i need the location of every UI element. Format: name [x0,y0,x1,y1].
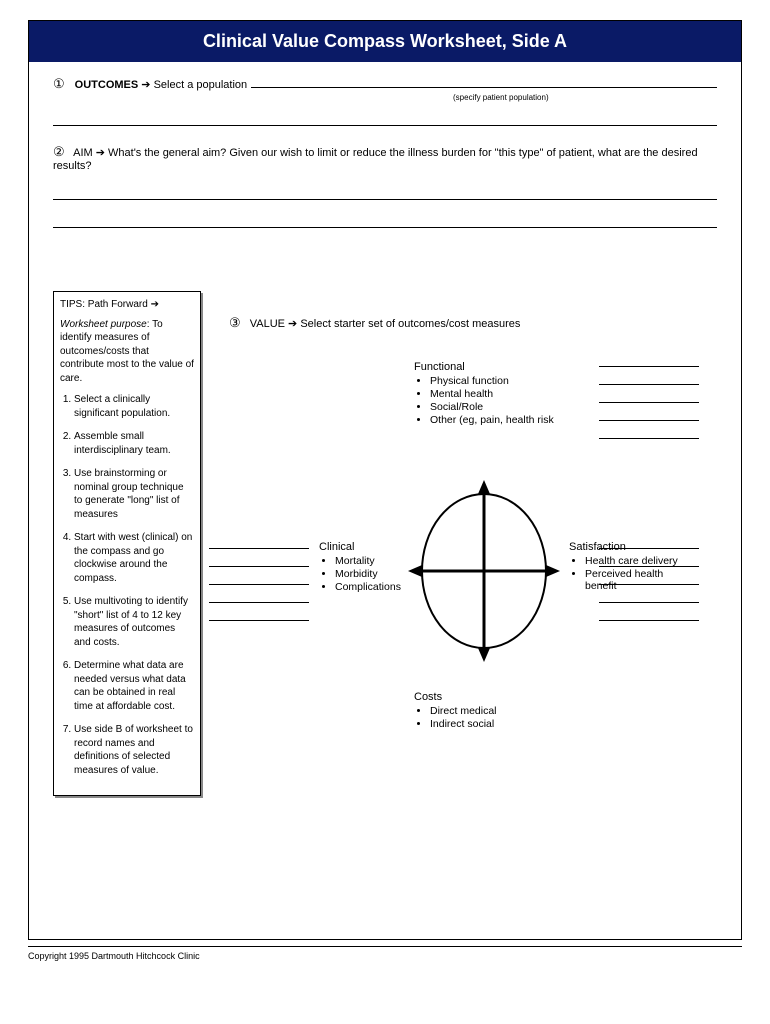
copyright-text: Copyright 1995 Dartmouth Hitchcock Clini… [28,947,742,961]
clinical-item: Mortality [335,555,401,567]
costs-title: Costs [414,691,497,703]
aim-blank-lines [29,186,741,228]
q2-prompt: What's the general aim? Given our wish t… [53,147,698,172]
q3-label: VALUE [250,318,285,330]
clinical-list: Mortality Morbidity Complications [319,555,401,593]
q3-arrow: ➔ [288,318,297,330]
tips-box: TIPS: Path Forward ➔ Worksheet purpose: … [53,291,201,796]
q1-blank-line[interactable] [251,76,717,88]
functional-item: Social/Role [430,401,554,413]
clinical-item: Morbidity [335,568,401,580]
clinical-item: Complications [335,581,401,593]
q2-label: AIM [73,147,93,159]
section-aim: ② AIM ➔ What's the general aim? Given ou… [29,144,741,172]
q1-number: ① [53,76,65,92]
tip-item: Use multivoting to identify "short" list… [74,595,194,649]
tip-item: Assemble small interdisciplinary team. [74,430,194,457]
q1-caption: (specify patient population) [453,93,717,102]
functional-blank-lines[interactable] [599,355,699,445]
q2-arrow: ➔ [96,147,105,159]
functional-title: Functional [414,361,554,373]
q1-prompt: Select a population [154,79,248,91]
quad-costs: Costs Direct medical Indirect social [414,691,497,731]
section-value: ③ VALUE ➔ Select starter set of outcomes… [229,315,520,331]
aim-blank-2[interactable] [53,214,717,228]
q3-prompt: Select starter set of outcomes/cost meas… [300,318,520,330]
costs-item: Indirect social [430,718,497,730]
tip-item: Use brainstorming or nominal group techn… [74,467,194,521]
q3-number: ③ [229,315,241,330]
tip-item: Start with west (clinical) on the compas… [74,531,194,585]
lower-region: TIPS: Path Forward ➔ Worksheet purpose: … [29,291,741,939]
functional-item: Mental health [430,388,554,400]
quad-clinical: Clinical Mortality Morbidity Complicatio… [319,541,401,594]
q1-label: OUTCOMES ➔ Select a population [75,78,247,91]
section-outcomes: ① OUTCOMES ➔ Select a population (specif… [29,62,741,102]
q1-label-text: OUTCOMES [75,79,139,91]
page-title: Clinical Value Compass Worksheet, Side A [29,21,741,62]
tips-purpose-label: Worksheet purpose [60,319,147,330]
quad-functional: Functional Physical function Mental heal… [414,361,554,427]
tips-heading: TIPS: Path Forward ➔ [60,298,194,312]
functional-list: Physical function Mental health Social/R… [414,375,554,426]
tip-item: Select a clinically significant populati… [74,393,194,420]
q1-blank-line-2[interactable] [53,112,717,126]
q1-arrow: ➔ [141,79,150,91]
functional-item: Physical function [430,375,554,387]
q2-number: ② [53,144,65,159]
tip-item: Determine what data are needed versus wh… [74,659,194,713]
compass-area: Functional Physical function Mental heal… [209,361,717,929]
compass-icon [404,476,564,666]
tips-purpose: Worksheet purpose: To identify measures … [60,318,194,386]
clinical-blank-lines[interactable] [209,537,309,627]
aim-blank-1[interactable] [53,186,717,200]
functional-item: Other (eg, pain, health risk [430,414,554,426]
clinical-title: Clinical [319,541,401,553]
worksheet-page: Clinical Value Compass Worksheet, Side A… [28,20,742,940]
costs-item: Direct medical [430,705,497,717]
satisfaction-blank-lines[interactable] [599,537,699,627]
tip-item: Use side B of worksheet to record names … [74,723,194,777]
costs-list: Direct medical Indirect social [414,705,497,730]
q2-text: AIM ➔ What's the general aim? Given our … [53,147,698,172]
tips-list: Select a clinically significant populati… [60,393,194,777]
